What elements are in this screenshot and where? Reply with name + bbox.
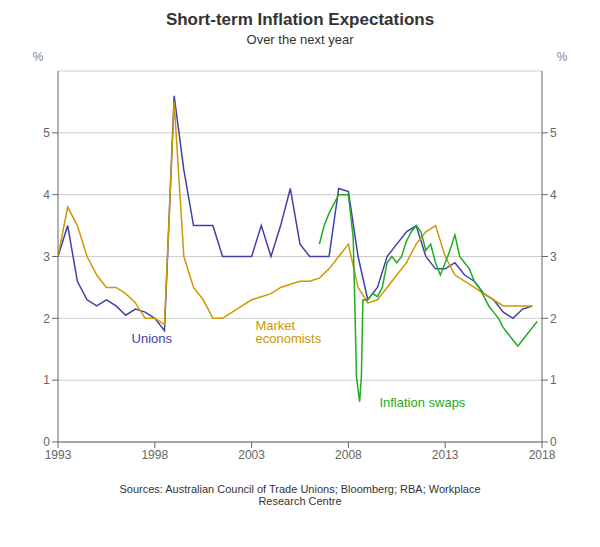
svg-text:3: 3 [550,250,557,264]
svg-text:0: 0 [43,435,50,449]
svg-text:3: 3 [43,250,50,264]
svg-text:2013: 2013 [432,448,459,462]
svg-text:%: % [557,50,568,64]
svg-text:2008: 2008 [335,448,362,462]
svg-text:1998: 1998 [141,448,168,462]
svg-text:2: 2 [43,312,50,326]
svg-text:Unions: Unions [132,331,173,346]
svg-text:5: 5 [550,126,557,140]
svg-text:1993: 1993 [45,448,72,462]
svg-text:1: 1 [43,373,50,387]
svg-text:Marketeconomists: Marketeconomists [255,318,321,346]
html-text:Sources: Australian Council of: Sources: Australian Council of Trade Uni… [119,483,481,507]
html-text:Short-term Inflation Expectati: Short-term Inflation Expectations [165,10,435,29]
svg-text:4: 4 [43,188,50,202]
svg-text:1: 1 [550,373,557,387]
svg-text:5: 5 [43,126,50,140]
svg-text:0: 0 [550,435,557,449]
svg-text:2: 2 [550,312,557,326]
html-text:Over the next year: Over the next year [246,32,354,47]
svg-text:2003: 2003 [238,448,265,462]
svg-text:4: 4 [550,188,557,202]
svg-text:%: % [33,50,44,64]
svg-text:2018: 2018 [529,448,556,462]
svg-text:Inflation swaps: Inflation swaps [379,395,465,410]
